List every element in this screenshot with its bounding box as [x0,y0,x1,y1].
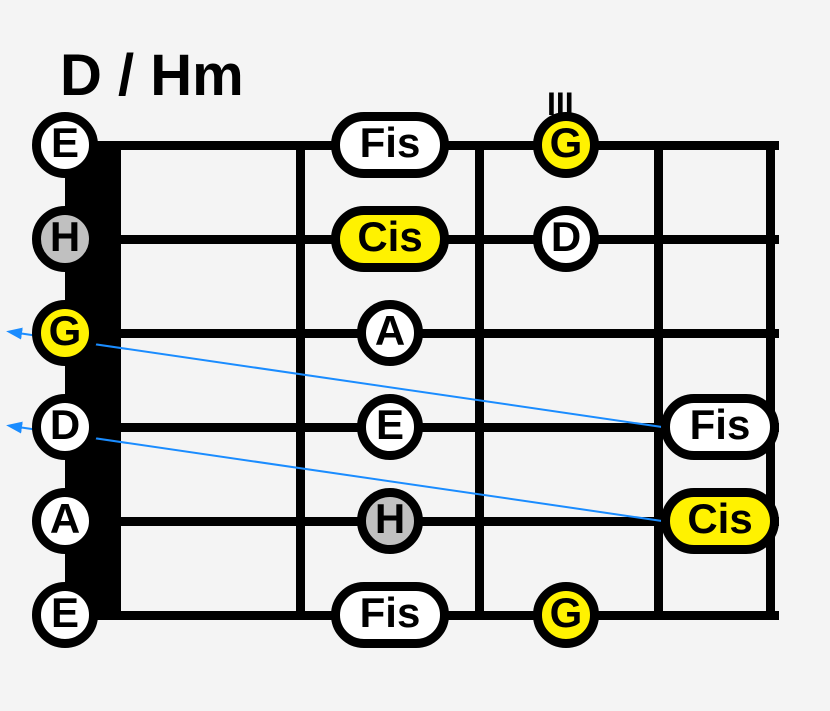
fretboard-note: G [533,112,599,178]
note-label: D [50,401,80,449]
fretboard-note: G [533,582,599,648]
fretboard-note: A [32,488,98,554]
string-line [121,611,779,620]
note-label: Fis [360,119,421,167]
note-label: A [375,307,405,355]
note-label: D [551,213,581,261]
note-label: E [376,401,404,449]
fretboard-note: Fis [661,394,779,460]
fretboard-note: D [32,394,98,460]
note-label: Fis [690,401,751,449]
note-label: Cis [687,495,752,543]
fretboard-note: H [357,488,423,554]
fretboard-note: G [32,300,98,366]
note-label: E [51,589,79,637]
fretboard-note: A [357,300,423,366]
string-line [121,141,779,150]
note-label: A [50,495,80,543]
fretboard-note: E [357,394,423,460]
string-line [121,329,779,338]
fretboard-note: Fis [331,582,449,648]
fret-line [475,141,484,620]
note-label: E [51,119,79,167]
note-label: G [49,307,82,355]
note-label: Fis [360,589,421,637]
fretboard-note: E [32,112,98,178]
fretboard-note: D [533,206,599,272]
note-label: G [550,119,583,167]
fretboard-note: Cis [661,488,779,554]
fret-line [296,141,305,620]
fretboard-note: Fis [331,112,449,178]
fretboard-note: H [32,206,98,272]
fretboard-note: Cis [331,206,449,272]
fret-line [766,141,775,620]
note-label: Cis [357,213,422,261]
note-label: H [375,495,405,543]
chord-title: D / Hm [60,42,244,109]
fret-line [654,141,663,620]
note-label: G [550,589,583,637]
string-line [121,235,779,244]
note-label: H [50,213,80,261]
fretboard-note: E [32,582,98,648]
